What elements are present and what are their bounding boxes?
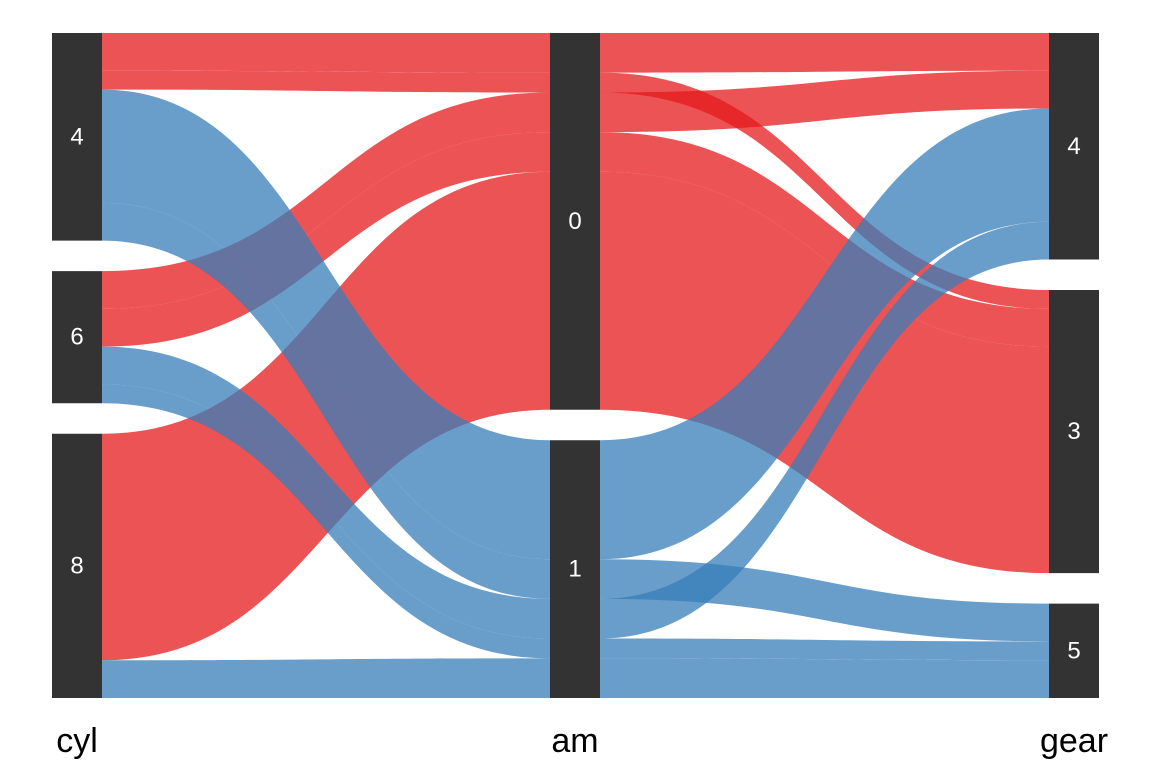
axis-labels-layer: cyl am gear	[56, 722, 1108, 760]
flow-ribbon-am-0-gear-3	[600, 72, 1049, 309]
stratum-label-gear-3: 3	[1067, 418, 1080, 445]
axis-label-gear: gear	[1040, 722, 1108, 760]
flow-ribbon-cyl-4-am-0	[102, 33, 550, 73]
stratum-gear-4	[1049, 33, 1099, 260]
flow-ribbon-am-0-gear-4	[600, 70, 1049, 133]
stratum-gear-5	[1049, 603, 1099, 698]
nodes-layer: 4 6 8 0 1 4 3 5	[52, 33, 1099, 698]
stratum-cyl-4	[52, 33, 102, 241]
flow-ribbon-cyl-6-am-1	[102, 384, 550, 659]
axis-label-cyl: cyl	[56, 722, 98, 760]
flow-ribbon-cyl-4-am-1	[102, 89, 550, 560]
stratum-label-am-1: 1	[568, 556, 581, 583]
stratum-label-cyl-8: 8	[70, 552, 83, 579]
stratum-label-cyl-4: 4	[70, 123, 83, 150]
flow-ribbon-cyl-6-am-1	[102, 346, 550, 639]
stratum-label-cyl-6: 6	[70, 324, 83, 351]
flow-ribbon-cyl-6-am-0	[102, 132, 550, 347]
stratum-cyl-6	[52, 271, 102, 404]
flow-ribbon-cyl-8-am-1	[102, 658, 550, 698]
flow-ribbon-am-1-gear-5	[600, 638, 1049, 661]
stratum-am-1	[550, 440, 600, 698]
flow-ribbon-am-1-gear-5	[600, 658, 1049, 698]
stratum-label-gear-4: 4	[1067, 133, 1080, 160]
ribbons-layer	[102, 33, 1049, 698]
stratum-gear-3	[1049, 290, 1099, 574]
stratum-am-0	[550, 33, 600, 410]
stratum-cyl-8	[52, 433, 102, 698]
flow-ribbon-am-1-gear-4	[600, 108, 1049, 560]
flow-ribbon-am-1-gear-4	[600, 221, 1049, 639]
axis-label-am: am	[551, 722, 598, 760]
flow-ribbon-cyl-4-am-1	[102, 202, 550, 599]
flow-ribbon-cyl-4-am-0	[102, 70, 550, 93]
flow-ribbon-am-0-gear-4	[600, 33, 1049, 73]
stratum-label-am-0: 0	[568, 208, 581, 235]
stratum-label-gear-5: 5	[1067, 637, 1080, 664]
